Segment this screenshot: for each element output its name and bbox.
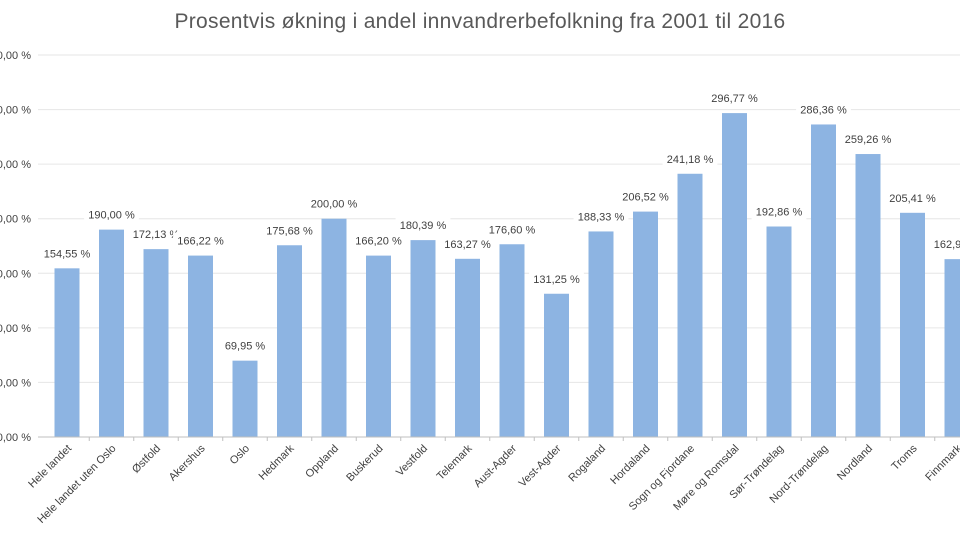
data-label: 69,95 %: [225, 341, 266, 353]
data-label: 131,25 %: [533, 274, 580, 286]
bar: [321, 218, 347, 437]
data-label-background: [395, 217, 451, 234]
x-tick-label: Telemark: [435, 442, 475, 482]
data-label: 192,86 %: [756, 207, 803, 219]
data-label: 259,26 %: [845, 134, 892, 146]
x-tick-label: Nordland: [835, 443, 875, 483]
data-label-background: [220, 337, 270, 354]
data-label-background: [440, 235, 495, 252]
data-label: 163,27 %: [444, 239, 491, 251]
data-label: 188,33 %: [578, 211, 625, 223]
data-label-background: [306, 195, 362, 212]
data-label-background: [351, 232, 406, 249]
x-tick-label: Aust-Agder: [472, 442, 520, 490]
data-label-background: [840, 131, 896, 148]
x-tick-label: Østfold: [130, 443, 163, 476]
x-tick-label: Vest-Agder: [517, 442, 564, 489]
bar: [499, 244, 525, 437]
data-label: 175,68 %: [266, 225, 313, 237]
data-label-background: [84, 206, 139, 223]
data-labels: 154,55 % 190,00 % 172,13 %166,22 % 69,95 % 1…: [39, 90, 960, 354]
data-label: 154,55 %: [44, 248, 91, 260]
data-label-background: [796, 101, 851, 118]
data-label-background: [885, 189, 940, 206]
data-label-background: [173, 232, 228, 249]
data-label: 190,00 %: [88, 210, 135, 222]
x-tick-label: Hordaland: [608, 443, 652, 487]
data-label: 296,77 %: [711, 93, 758, 105]
bar: [900, 212, 925, 437]
bar: [188, 255, 213, 437]
data-label: 286,36 %: [800, 104, 847, 116]
x-tick-label: Troms: [889, 442, 920, 473]
x-tick-label: Akershus: [167, 442, 208, 483]
data-label-background: [484, 221, 540, 238]
bar: [944, 259, 960, 437]
data-label: 205,41 %: [889, 193, 936, 205]
chart-title: Prosentvis økning i andel innvandrerbefo…: [174, 10, 786, 33]
x-tick-label: Hedmark: [257, 442, 297, 482]
y-tick-label: 100,00 %: [0, 323, 31, 335]
bar: [588, 231, 614, 437]
bar: [677, 173, 703, 437]
y-tick-label: 350,00 %: [0, 50, 31, 62]
data-label: 166,20 %: [355, 236, 402, 248]
bar: [855, 154, 881, 437]
data-label: 176,60 %: [489, 224, 536, 236]
x-tick-label: Rogaland: [566, 443, 608, 485]
x-tick-label: Vestfold: [394, 443, 430, 479]
data-label-background: [39, 245, 95, 262]
x-tick-label: Hele landet uten Oslo: [35, 443, 118, 526]
data-label-background: [529, 270, 584, 287]
bar: [277, 245, 302, 437]
y-axis-tick-labels: 0,00 % 50,00 % 100,00 % 150,00 % 200,00 % 250…: [0, 50, 31, 444]
x-tick-label: Hele landet: [26, 443, 74, 491]
data-label: 166,22 %: [177, 236, 224, 248]
data-label-background: [707, 90, 762, 107]
data-label-background: [929, 236, 960, 253]
bar: [544, 293, 569, 437]
bar: [766, 226, 792, 437]
bar: [54, 268, 80, 437]
x-tick-label: Buskerud: [344, 443, 385, 484]
data-label: 241,18 %: [667, 154, 714, 166]
y-tick-label: 0,00 %: [0, 432, 31, 444]
data-label-background: [618, 188, 673, 205]
bar: [811, 124, 836, 438]
y-tick-label: 50,00 %: [0, 377, 31, 389]
data-label-background: [662, 150, 718, 167]
x-tick-label: Oppland: [303, 443, 341, 481]
data-label-background: [128, 226, 184, 243]
bar: [143, 249, 169, 437]
data-label: 162,96 %: [934, 239, 960, 251]
data-label: 180,39 %: [400, 220, 447, 232]
y-tick-label: 150,00 %: [0, 268, 31, 280]
y-tick-label: 300,00 %: [0, 105, 31, 117]
data-label-background: [573, 208, 629, 225]
bar: [99, 229, 124, 437]
data-label: 172,13 %: [133, 229, 180, 241]
data-label: 206,52 %: [622, 192, 669, 204]
bar: [366, 255, 391, 437]
bar: [410, 240, 436, 437]
bar: [455, 258, 480, 437]
data-label-background: [751, 203, 807, 220]
x-tick-label: Oslo: [228, 443, 252, 467]
data-label: 200,00 %: [311, 199, 358, 211]
x-tick-label: Finnmark: [923, 442, 960, 483]
bar: [633, 211, 658, 437]
bar: [232, 360, 258, 437]
bar: [722, 113, 747, 437]
bar-series: [54, 113, 960, 438]
data-label-background: [262, 222, 317, 239]
y-tick-label: 250,00 %: [0, 159, 31, 171]
y-tick-label: 200,00 %: [0, 214, 31, 226]
